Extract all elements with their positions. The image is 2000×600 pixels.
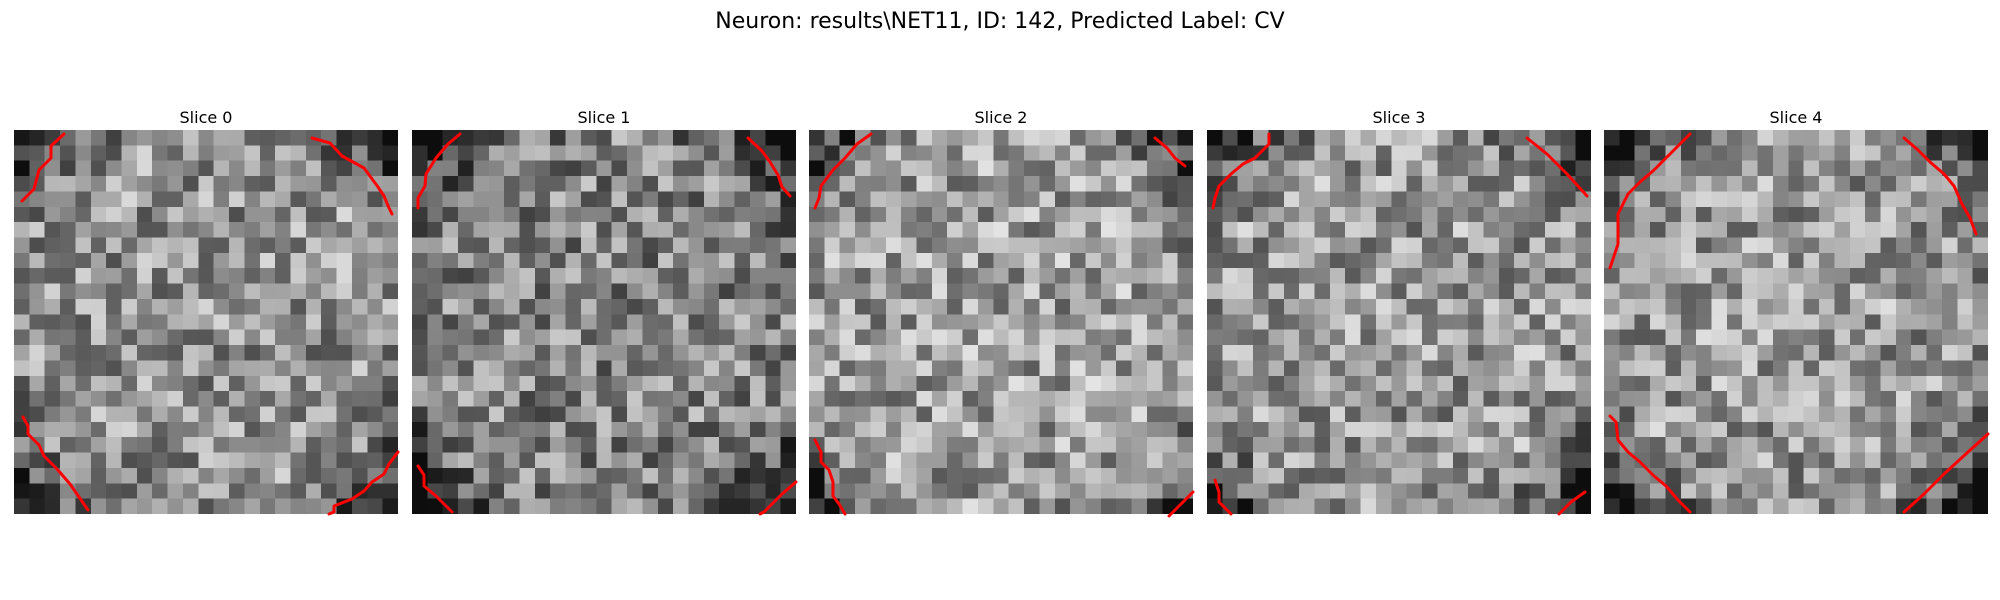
slice-title-1: Slice 1 [577,108,631,127]
contour-overlay-3 [1211,132,1589,516]
figure-title: Neuron: results\NET11, ID: 142, Predicte… [715,9,1285,34]
contour-line [813,132,873,210]
contour-line [1608,414,1692,514]
contour-line [1608,132,1692,270]
slice-title-2: Slice 2 [974,108,1028,127]
contour-line [1213,478,1233,516]
slice-panel-0: Slice 0 [14,108,400,516]
contour-overlay-4 [1608,132,1990,514]
contour-line [310,136,394,216]
slice-image-3 [1207,130,1591,514]
contour-line [1525,136,1589,198]
slice-image-1 [412,130,796,514]
contour-line [1557,490,1587,516]
contour-line [1167,490,1195,518]
slice-panel-3: Slice 3 [1207,108,1591,516]
contour-line [746,136,792,198]
contour-line [1153,136,1187,168]
slice-title-3: Slice 3 [1372,108,1426,127]
contour-line [327,450,400,516]
slice-panel-1: Slice 1 [412,108,798,516]
contour-line [416,132,462,210]
contour-overlay-1 [416,132,798,516]
slice-panel-4: Slice 4 [1604,108,1990,514]
contour-line [1902,136,1978,236]
contour-line [20,132,66,203]
slice-image-4 [1604,130,1988,514]
contour-overlay-0 [20,132,400,516]
slice-image-0 [14,130,398,514]
contour-overlay-2 [813,132,1195,518]
contour-line [1211,132,1271,210]
slice-image-2 [809,130,1193,514]
contour-line [758,480,798,516]
contour-line [21,415,90,512]
slice-panel-2: Slice 2 [809,108,1195,518]
contour-line [813,438,847,516]
slice-title-0: Slice 0 [179,108,233,127]
contour-line [1902,432,1990,514]
contour-line [416,464,454,514]
slice-title-4: Slice 4 [1769,108,1823,127]
